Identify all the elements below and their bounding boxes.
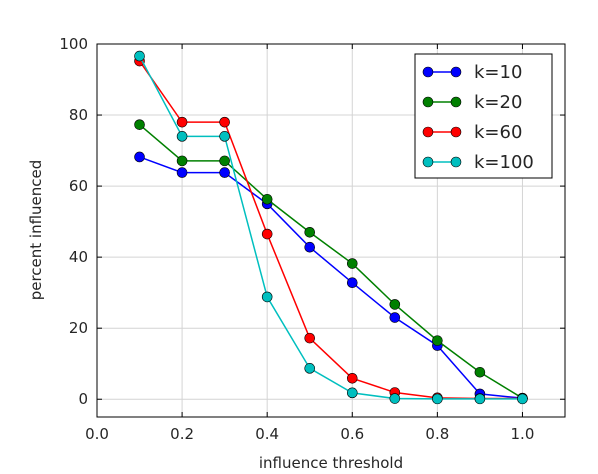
legend: k=10 k=20 k=60 k=100 <box>414 53 553 179</box>
y-axis-label: percent influenced <box>27 160 45 301</box>
legend-label: k=10 <box>474 62 522 83</box>
legend-item-k20: k=20 <box>422 92 522 113</box>
legend-marker <box>422 96 434 108</box>
data-point <box>261 193 273 205</box>
plot-frame <box>96 43 566 418</box>
x-tick-label: 0.8 <box>425 425 449 443</box>
ticks: 0.0 0.2 0.4 0.6 0.8 1.0 0 20 40 60 80 100 <box>59 35 565 443</box>
legend-marker <box>450 66 462 78</box>
legend-box <box>414 53 553 179</box>
data-point <box>176 116 188 128</box>
data-point <box>389 393 401 404</box>
data-point <box>304 226 316 238</box>
y-tick-label: 60 <box>69 177 88 195</box>
legend-marker <box>450 126 462 138</box>
series-k10 <box>134 151 528 404</box>
x-tick-label: 0.0 <box>85 425 109 443</box>
legend-marker <box>422 126 434 138</box>
legend-item-k60: k=60 <box>422 122 522 143</box>
legend-label: k=100 <box>474 152 534 173</box>
x-tick-label: 0.6 <box>340 425 364 443</box>
legend-marker <box>450 96 462 108</box>
y-tick-label: 0 <box>78 390 88 408</box>
data-point <box>304 241 316 253</box>
data-point <box>432 393 443 405</box>
data-point <box>134 151 145 163</box>
data-point <box>389 312 401 323</box>
data-point <box>346 387 358 399</box>
data-point <box>346 372 358 384</box>
data-point <box>389 299 401 310</box>
data-point <box>219 116 230 128</box>
data-point <box>304 332 316 344</box>
series-k100 <box>134 50 528 405</box>
legend-item-k10: k=10 <box>422 62 522 83</box>
data-point <box>474 366 486 378</box>
legend-marker <box>422 156 434 168</box>
x-tick-label: 1.0 <box>511 425 535 443</box>
x-tick-label: 0.4 <box>255 425 279 443</box>
data-point <box>304 363 316 374</box>
data-point <box>176 131 188 142</box>
data-point <box>517 393 528 405</box>
series-line-k10 <box>139 156 523 399</box>
y-tick-label: 20 <box>69 319 88 337</box>
data-point <box>474 393 486 405</box>
legend-marker <box>422 66 434 78</box>
series-line-k20 <box>139 124 523 399</box>
data-point <box>261 291 273 303</box>
data-point <box>176 167 188 178</box>
legend-item-k100: k=100 <box>422 152 534 173</box>
data-point <box>346 258 358 269</box>
data-point <box>219 167 230 178</box>
data-point <box>346 277 358 289</box>
y-tick-label: 40 <box>69 248 88 266</box>
x-tick-label: 0.2 <box>170 425 194 443</box>
data-point <box>219 155 230 167</box>
data-point <box>134 50 145 62</box>
data-point <box>176 155 188 167</box>
legend-marker <box>450 156 462 168</box>
series-line-k100 <box>138 55 523 400</box>
data-point <box>432 335 443 346</box>
data-point <box>261 228 273 240</box>
y-tick-label: 80 <box>69 106 88 124</box>
legend-label: k=60 <box>474 122 522 143</box>
y-tick-label: 100 <box>59 35 88 53</box>
legend-label: k=20 <box>474 92 522 113</box>
x-axis-label: influence threshold <box>259 454 403 472</box>
data-point <box>134 119 145 130</box>
series-layer <box>134 50 528 405</box>
data-point <box>219 131 230 142</box>
